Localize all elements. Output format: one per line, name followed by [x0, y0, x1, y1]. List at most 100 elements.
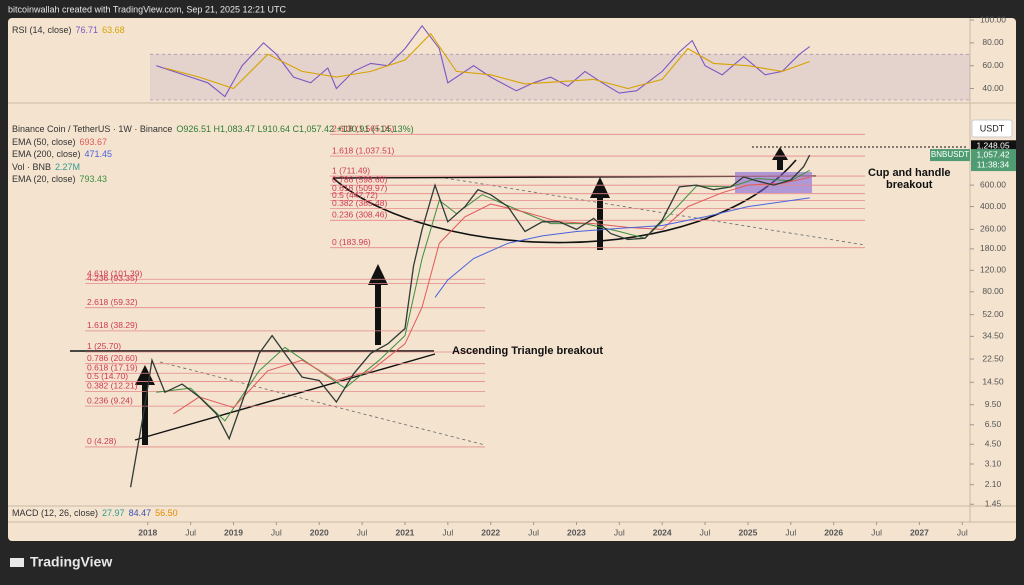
fib-label: 0.382 (12.21) — [87, 381, 138, 391]
fib-label: 2.618 (1,565.05) — [332, 124, 395, 134]
price-label: 1,248.05 — [976, 141, 1009, 151]
legend-row: EMA (200, close) 471.45 — [12, 148, 418, 161]
fib-label: 1 (711.49) — [332, 165, 370, 175]
x-tick-label: 2026 — [824, 527, 843, 537]
macd-legend: MACD (12, 26, close) 27.97 84.47 56.50 — [12, 507, 182, 520]
arrow — [368, 264, 388, 345]
brand: TradingView — [30, 554, 112, 570]
rsi-ma-value: 63.68 — [102, 25, 125, 35]
x-tick-label: 2021 — [396, 527, 415, 537]
fib-label: 1.618 (38.29) — [87, 320, 138, 330]
annotation: Cup and handle — [868, 167, 951, 179]
chart-panel — [8, 18, 1016, 541]
unit-box — [971, 119, 1013, 138]
trend-line — [444, 177, 866, 246]
fib-label: 0.618 (509.97) — [332, 183, 387, 193]
y-tick-label: 6.50 — [985, 419, 1002, 429]
y-tick-label: 260.00 — [980, 224, 1006, 234]
x-tick-label: 2020 — [310, 527, 329, 537]
y-tick-label: 100.00 — [980, 14, 1006, 24]
logo: TradingView — [10, 554, 112, 570]
fib-label: 4.618 (101.39) — [87, 269, 142, 279]
legend-row: Vol · BNB 2.27M — [12, 161, 418, 174]
fib-label: 0.236 (308.46) — [332, 210, 387, 220]
fib-label: 0.5 (14.70) — [87, 371, 128, 381]
symbol-box — [930, 149, 970, 162]
y-tick-label: 80.00 — [982, 286, 1004, 296]
price-legend: Binance Coin / TetherUS · 1W · Binance O9… — [12, 123, 418, 186]
y-tick-label: 52.00 — [982, 309, 1004, 319]
fib-label: 4.236 (93.35) — [87, 273, 138, 283]
y-tick-label: 400.00 — [980, 201, 1006, 211]
x-tick-label: Jul — [528, 527, 539, 537]
y-tick-label: 1.45 — [985, 499, 1002, 509]
ohlc: O926.51 H1,083.47 L910.64 C1,057.42 +130… — [176, 124, 414, 134]
fib-label: 1 (25.70) — [87, 341, 121, 351]
fib-label: 0.786 (20.60) — [87, 353, 138, 363]
series-line — [129, 154, 811, 488]
legend-row: EMA (20, close) 793.43 — [12, 173, 418, 186]
y-tick-label: 60.00 — [982, 60, 1004, 70]
rsi-name: RSI (14, close) — [12, 25, 72, 35]
y-tick-label: 180.00 — [980, 243, 1006, 253]
macd-name: MACD (12, 26, close) — [12, 508, 99, 518]
fib-label: 1.618 (1,037.51) — [332, 145, 395, 155]
y-tick-label: 9.50 — [985, 399, 1002, 409]
fib-label: 2.618 (59.32) — [87, 297, 138, 307]
y-tick-label: 34.50 — [982, 331, 1004, 341]
series-line — [164, 32, 810, 90]
y-tick-label: 40.00 — [982, 83, 1004, 93]
x-tick-label: Jul — [614, 527, 625, 537]
legend-name: EMA (50, close) — [12, 136, 76, 147]
symbol: Binance Coin / TetherUS · 1W · Binance — [12, 124, 173, 134]
x-tick-label: Jul — [185, 527, 196, 537]
x-tick-label: Jul — [442, 527, 453, 537]
legend-value: 2.27M — [55, 161, 81, 172]
x-tick-label: 2027 — [910, 527, 929, 537]
fib-label: 0 (183.96) — [332, 237, 371, 247]
legend-name: EMA (200, close) — [12, 149, 81, 159]
legend-value: 471.45 — [84, 149, 113, 159]
macd-value: 56.50 — [155, 508, 178, 518]
y-tick-label: 2.10 — [985, 479, 1002, 489]
y-tick-label: 4.50 — [985, 439, 1002, 449]
legend-value: 693.67 — [79, 136, 108, 147]
y-tick-label: 80.00 — [982, 37, 1004, 47]
triangle-rising — [134, 353, 436, 441]
arrow — [772, 147, 788, 170]
fib-label: 0.618 (17.19) — [87, 363, 138, 373]
y-tick-label: 600.00 — [980, 179, 1006, 189]
x-tick-label: Jul — [957, 527, 968, 537]
x-tick-label: Jul — [357, 527, 368, 537]
rsi-legend: RSI (14, close) 76.71 63.68 — [12, 24, 129, 37]
ema-legend: EMA (50, close) 693.67 EMA (200, close) 471… — [12, 136, 418, 186]
fib-label: 0.786 (598.60) — [332, 174, 387, 184]
trend-line — [159, 361, 486, 446]
fib-label: 0.382 (385.48) — [332, 198, 387, 208]
x-tick-label: Jul — [700, 527, 711, 537]
y-tick-label: 3.10 — [985, 458, 1002, 468]
series-line — [434, 197, 810, 298]
symbol-label: BNBUSDT — [931, 150, 969, 159]
arrow — [590, 177, 610, 250]
annotation: breakout — [886, 179, 933, 191]
fib-label: 0.5 (447.72) — [332, 190, 378, 200]
rsi-value: 76.71 — [75, 25, 99, 35]
header: bitcoinwallah created with TradingView.c… — [8, 4, 286, 14]
axis-unit: USDT — [980, 123, 1005, 133]
x-tick-label: 2024 — [653, 527, 672, 537]
x-tick-label: 2018 — [138, 527, 157, 537]
price-box — [971, 149, 1016, 172]
macd-value: 27.97 — [102, 508, 125, 518]
legend-name: Vol · BNB — [12, 161, 52, 172]
x-tick-label: 2019 — [224, 527, 243, 537]
x-tick-label: 2023 — [567, 527, 586, 537]
legend-value: 793.43 — [79, 174, 108, 184]
series-line — [173, 176, 810, 415]
y-tick-label: 120.00 — [980, 265, 1006, 275]
legend-row: EMA (50, close) 693.67 — [12, 136, 418, 149]
y-tick-label: 22.50 — [982, 353, 1004, 363]
series-line — [156, 24, 811, 98]
fib-label: 0 (4.28) — [87, 436, 116, 446]
